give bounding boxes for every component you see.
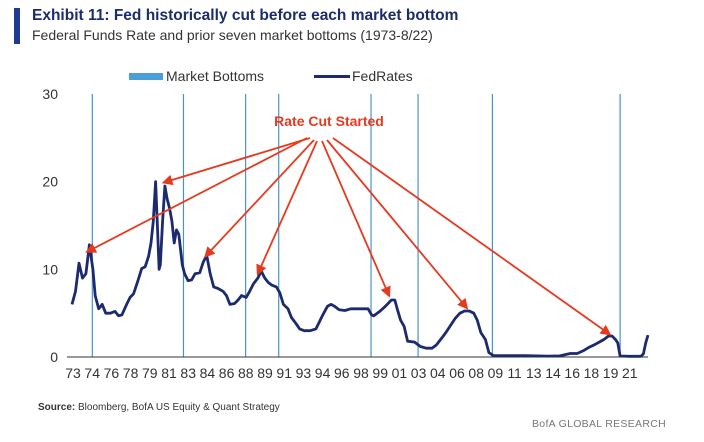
x-tick-label: 76 (104, 365, 120, 381)
x-tick-label: 89 (257, 365, 273, 381)
legend-market-bottoms-swatch (129, 73, 163, 80)
source-note: Source: Bloomberg, BofA US Equity & Quan… (38, 402, 280, 413)
x-tick-label: 96 (334, 365, 350, 381)
legend-fedrates-label: FedRates (352, 68, 413, 84)
source-text: Bloomberg, BofA US Equity & Quant Strate… (78, 402, 280, 413)
legend: Market Bottoms FedRates (129, 68, 413, 84)
chart-title: Exhibit 11: Fed historically cut before … (32, 7, 459, 24)
rate-cut-arrow (326, 139, 469, 310)
rate-cut-arrow (85, 137, 308, 253)
y-tick-label: 30 (42, 86, 58, 102)
x-tick-label: 99 (372, 365, 388, 381)
x-tick-label: 14 (545, 365, 561, 381)
x-tick-label: 94 (315, 365, 331, 381)
fedrates-line (70, 180, 650, 358)
x-tick-label: 79 (142, 365, 158, 381)
x-tick-label: 78 (123, 365, 139, 381)
x-tick-label: 19 (603, 365, 619, 381)
rate-cut-arrow (332, 137, 612, 336)
x-tick-label: 09 (488, 365, 504, 381)
rate-cut-arrow (256, 140, 318, 276)
fedrates-series (70, 180, 650, 358)
x-tick-label: 11 (507, 365, 522, 381)
rate-cut-arrow (204, 139, 315, 258)
x-tick-label: 88 (238, 365, 254, 381)
x-tick-label: 73 (65, 365, 81, 381)
rate-cut-arrows (85, 137, 612, 336)
rate-cut-arrow (321, 140, 391, 298)
x-tick-label: 21 (622, 365, 638, 381)
source-label: Source: (38, 402, 76, 413)
y-tick-label: 20 (42, 174, 58, 190)
x-tick-label: 98 (353, 365, 369, 381)
rate-cut-annotation: Rate Cut Started (274, 113, 384, 129)
x-tick-label: 84 (200, 365, 216, 381)
chart-subtitle: Federal Funds Rate and prior seven marke… (32, 27, 433, 43)
x-tick-label: 08 (468, 365, 484, 381)
title-accent-bar (14, 8, 20, 44)
x-tick-label: 06 (449, 365, 465, 381)
x-tick-label: 74 (84, 365, 100, 381)
x-tick-label: 13 (526, 365, 542, 381)
x-tick-label: 83 (180, 365, 196, 381)
x-tick-label: 04 (430, 365, 446, 381)
y-tick-label: 0 (50, 349, 58, 365)
legend-market-bottoms-label: Market Bottoms (166, 68, 264, 84)
x-tick-label: 18 (584, 365, 600, 381)
x-tick-label: 16 (564, 365, 580, 381)
x-tick-label: 86 (219, 365, 235, 381)
y-tick-label: 10 (42, 261, 58, 277)
x-tick-label: 03 (411, 365, 427, 381)
x-tick-label: 01 (392, 365, 408, 381)
x-tick-label: 93 (296, 365, 312, 381)
rate-cut-arrow (161, 137, 311, 186)
x-tick-label: 91 (276, 365, 292, 381)
brand-label: BofA GLOBAL RESEARCH (532, 418, 666, 430)
x-tick-label: 81 (161, 365, 177, 381)
